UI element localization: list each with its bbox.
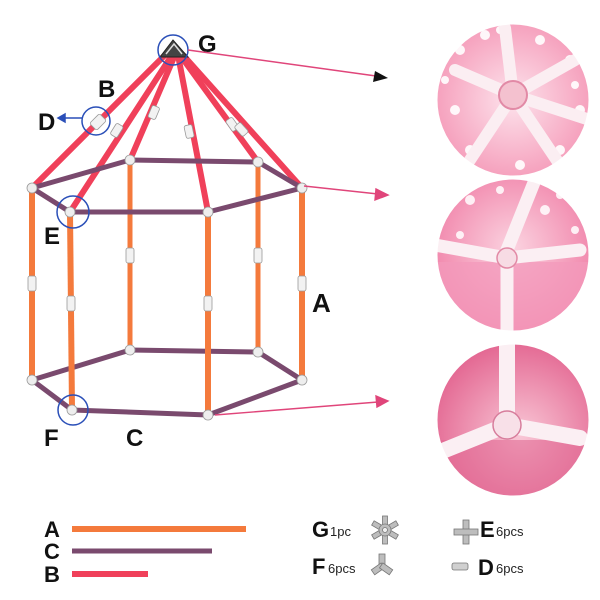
part-F-letter: F [312,554,325,579]
label-C: C [126,425,143,452]
top-hexagon-rods [30,157,304,215]
part-D-qty: 6pcs [496,561,524,576]
top-hub-connector [158,39,190,58]
star-hub-connector-icon [371,515,399,545]
d-pointer-arrow [56,112,82,124]
part-D-letter: D [478,555,494,580]
bottom-hexagon-rods [30,347,304,418]
part-F-qty: 6pcs [328,561,356,576]
part-G-qty: 1pc [330,524,351,539]
label-B: B [98,76,115,103]
label-G: G [198,31,217,58]
label-A: A [312,288,331,318]
four-way-connector-icon [453,519,479,545]
label-F: F [44,425,59,452]
legend-label-C: C [44,539,60,564]
back-vertical-rods [127,160,261,352]
roof-connectors [89,105,249,139]
legend-label-A: A [44,517,60,542]
three-way-connector-icon [370,553,394,576]
part-G-letter: G [312,517,329,542]
label-E: E [44,223,60,250]
label-D: D [38,109,55,136]
vertical-rod-connectors [27,247,307,312]
legend-label-B: B [44,562,60,587]
frame-joints [26,154,308,421]
photo-top-hub [437,24,589,176]
photo-bottom-joint [437,344,589,496]
part-E-qty: 6pcs [496,524,524,539]
pointer-arrows [187,49,390,416]
roof-rods [29,52,305,215]
straight-connector-icon [451,562,469,571]
part-E-letter: E [480,517,495,542]
photo-side-joint [437,179,589,331]
